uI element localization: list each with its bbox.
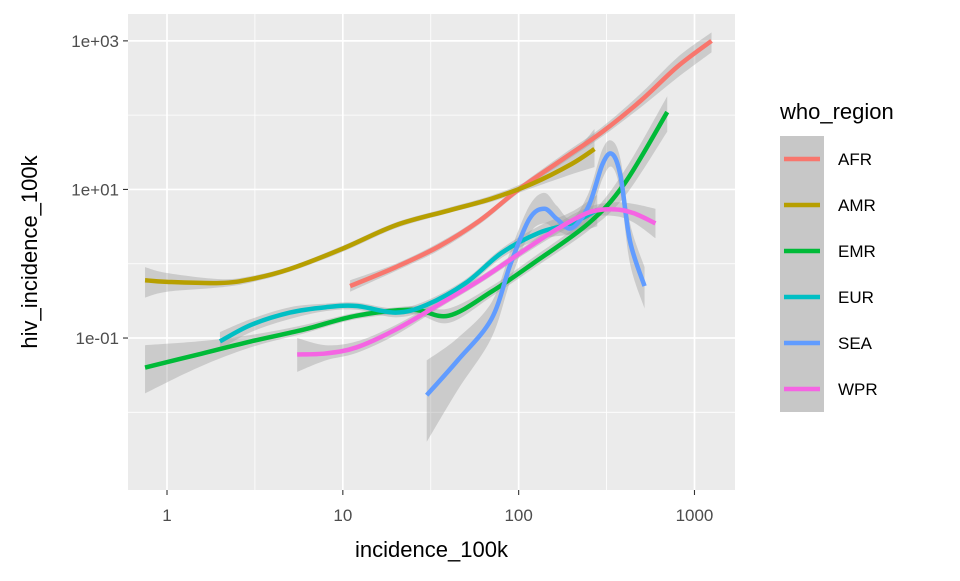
y-axis-title: hiv_incidence_100k xyxy=(17,154,42,348)
y-tick-label: 1e-01 xyxy=(76,329,119,348)
x-tick-label: 1000 xyxy=(676,506,714,525)
x-tick-label: 10 xyxy=(333,506,352,525)
x-axis-title: incidence_100k xyxy=(355,537,509,562)
confidence-band-eur xyxy=(219,194,598,350)
series-line-amr xyxy=(144,147,596,286)
y-tick-label: 1e+03 xyxy=(71,32,119,51)
y-tick-label: 1e+01 xyxy=(71,180,119,199)
confidence-band-wpr xyxy=(297,202,656,372)
x-tick-label: 1 xyxy=(162,506,171,525)
series-line-emr xyxy=(144,110,670,370)
legend-label-wpr: WPR xyxy=(838,380,878,399)
series-line-wpr xyxy=(297,207,657,357)
legend-label-emr: EMR xyxy=(838,242,876,261)
series-line-afr xyxy=(349,39,713,289)
legend-label-afr: AFR xyxy=(838,150,872,169)
legend-label-eur: EUR xyxy=(838,288,874,307)
series-line-eur xyxy=(218,207,599,344)
legend-label-sea: SEA xyxy=(838,334,873,353)
x-tick-label: 100 xyxy=(504,506,532,525)
legend-title: who_region xyxy=(779,99,894,124)
legend-label-amr: AMR xyxy=(838,196,876,215)
